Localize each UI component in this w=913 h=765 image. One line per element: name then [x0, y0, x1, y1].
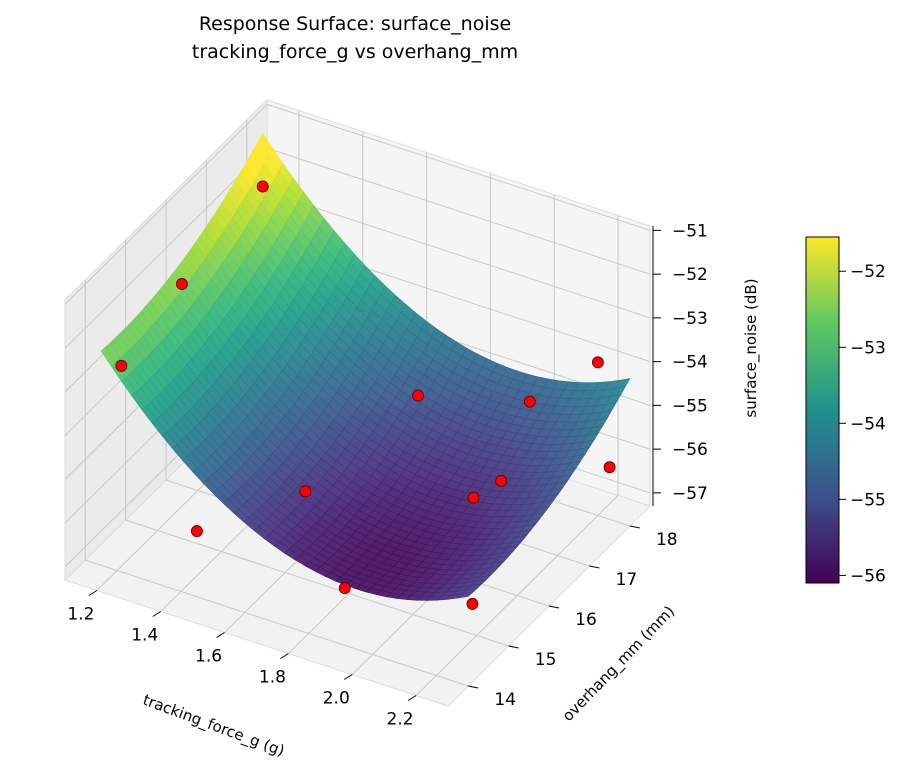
x-tick-label: 2.2	[387, 710, 414, 730]
x-tick-label: 1.6	[195, 647, 222, 667]
y-tick-label: 16	[575, 610, 597, 630]
y-tick	[468, 685, 479, 689]
z-tick-label: −56	[672, 440, 708, 460]
data-point	[176, 278, 188, 290]
data-point	[338, 582, 351, 595]
x-axis-label: tracking_force_g (g)	[140, 691, 287, 761]
x-tick	[407, 695, 417, 701]
surface-patch	[456, 591, 474, 599]
gridline-y-floor	[85, 559, 469, 687]
z-tick-label: −51	[672, 221, 708, 241]
z-tick-label: −53	[672, 309, 708, 329]
gridline-z-back	[266, 147, 651, 275]
gridline-z-left	[64, 104, 268, 305]
x-tick-label: 1.4	[131, 626, 158, 646]
data-point	[467, 491, 480, 504]
data-point	[115, 359, 128, 372]
gridline-y-floor	[125, 519, 509, 647]
z-tick-label: −55	[672, 396, 708, 416]
y-tick	[508, 645, 519, 649]
y-tick	[548, 605, 560, 609]
data-point	[466, 597, 479, 610]
data-point	[412, 389, 425, 402]
data-point	[299, 485, 312, 498]
y-tick-label: 17	[616, 570, 638, 590]
data-point	[190, 525, 203, 538]
colorbar-tick-label: −53	[850, 338, 886, 358]
y-tick	[629, 525, 640, 529]
colorbar-tick-label: −54	[850, 414, 886, 434]
chart-title: Response Surface: surface_noise	[198, 13, 512, 35]
data-points	[115, 180, 616, 610]
data-point	[495, 474, 508, 487]
x-tick	[343, 674, 353, 680]
colorbar-gradient	[805, 236, 840, 584]
z-tick-label: −54	[672, 353, 708, 373]
gridline-z-left	[64, 147, 268, 349]
z-tick-label: −52	[672, 265, 708, 285]
gridline-z-back	[266, 103, 651, 231]
data-point	[591, 356, 604, 369]
x-tick	[216, 632, 225, 638]
x-tick	[280, 653, 289, 659]
x-tick-label: 1.2	[67, 605, 94, 625]
response-surface	[100, 132, 631, 601]
x-tick-label: 1.8	[259, 668, 286, 688]
y-tick	[589, 565, 600, 569]
colorbar-tick-label: −56	[850, 566, 886, 586]
colorbar-tick-label: −52	[850, 262, 886, 282]
colorbar-tick-label: −55	[850, 490, 886, 510]
y-tick-label: 15	[535, 650, 557, 670]
z-tick-label: −57	[672, 484, 708, 504]
gridline-z-back	[266, 191, 651, 319]
y-tick-label: 14	[494, 690, 516, 710]
x-tick	[88, 590, 98, 596]
x-tick	[152, 611, 162, 617]
axes-ticks: 1.2 1.4 1.6 1.8 2.0 2.2 14 15 16 17 18 −57 −56 −55 −54…	[67, 221, 707, 729]
chart-subtitle: tracking_force_g vs overhang_mm	[191, 41, 519, 63]
x-tick-label: 2.0	[323, 689, 350, 709]
z-axis-label: surface_noise (dB)	[742, 278, 761, 417]
data-point	[523, 395, 536, 408]
colorbar-ticks: −52 −53 −54 −55 −56	[839, 262, 886, 586]
colorbar: −52 −53 −54 −55 −56	[805, 236, 886, 586]
data-point	[256, 180, 269, 193]
y-tick-label: 18	[656, 530, 678, 550]
data-point	[603, 461, 616, 474]
